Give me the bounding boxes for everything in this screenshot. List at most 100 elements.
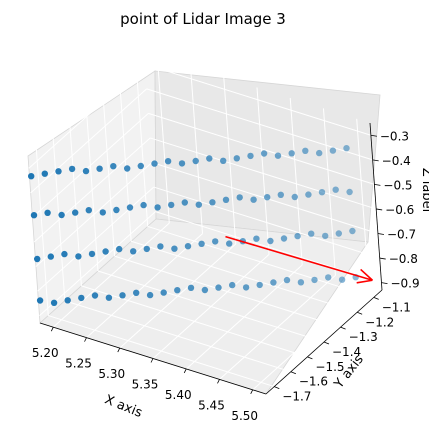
- data-point: [82, 167, 90, 175]
- x-axis-label: X axis: [102, 392, 144, 421]
- data-point: [349, 227, 356, 235]
- data-point: [250, 196, 257, 203]
- data-point: [154, 204, 161, 211]
- data-point: [137, 162, 144, 170]
- data-point: [34, 255, 41, 263]
- data-point: [311, 276, 318, 284]
- data-point: [140, 201, 147, 209]
- data-point: [308, 230, 315, 237]
- z-tick-label: −0.4: [382, 154, 411, 168]
- data-point: [209, 199, 216, 206]
- data-point: [332, 186, 339, 193]
- data-point: [201, 286, 209, 294]
- data-point: [157, 243, 164, 250]
- data-point: [91, 292, 99, 299]
- data-point: [47, 253, 54, 260]
- grid-line-x: [156, 56, 170, 224]
- grid-line-z: [30, 88, 147, 194]
- data-point: [283, 276, 291, 284]
- grid-line-y: [102, 89, 116, 257]
- z-tick-mark: [381, 282, 388, 285]
- data-point: [41, 170, 48, 177]
- grid-line-y: [48, 315, 275, 388]
- data-point: [267, 237, 274, 245]
- data-point: [316, 149, 323, 157]
- data-point: [233, 155, 240, 162]
- y-tick-mark: [290, 371, 297, 375]
- x-tick-label: 5.20: [32, 346, 59, 360]
- data-point: [174, 287, 181, 294]
- data-point: [270, 279, 277, 286]
- z-tick-label: −0.3: [380, 129, 409, 143]
- x-tick-mark: [150, 358, 154, 363]
- data-point: [124, 165, 131, 172]
- axes: [39, 122, 388, 395]
- vector-head: [360, 268, 374, 281]
- data-point: [206, 155, 213, 162]
- data-point: [88, 250, 96, 258]
- data-point: [68, 165, 76, 173]
- y-tick-mark: [274, 386, 280, 389]
- z-tick-label: −0.6: [385, 203, 414, 217]
- data-point: [187, 284, 195, 291]
- x-tick-label: 5.40: [165, 388, 192, 402]
- z-tick-mark: [377, 233, 385, 235]
- z-axis-line: [369, 122, 383, 291]
- y-tick-label: −1.3: [349, 330, 378, 344]
- data-point: [288, 150, 295, 157]
- y-tick-mark: [323, 341, 330, 345]
- data-point: [226, 240, 233, 247]
- z-tick-label: −0.9: [390, 277, 419, 291]
- grid-line-x: [356, 118, 370, 286]
- z-tick-label: −0.5: [383, 178, 412, 192]
- x-tick-label: 5.50: [231, 409, 258, 423]
- z-tick-label: −0.8: [389, 252, 418, 266]
- grid-line-z: [35, 162, 153, 267]
- data-point: [96, 165, 103, 172]
- vector-head: [356, 279, 373, 284]
- y-tick-label: −1.5: [315, 360, 344, 374]
- grid-line-x: [223, 77, 237, 245]
- data-point: [274, 152, 282, 159]
- x-tick-label: 5.25: [65, 357, 92, 371]
- z-tick-mark: [379, 257, 386, 260]
- data-point: [146, 291, 154, 299]
- data-point: [198, 240, 205, 247]
- y-tick-mark: [373, 297, 379, 300]
- y-tick-mark: [307, 356, 313, 360]
- data-point: [220, 157, 227, 164]
- data-point: [75, 253, 82, 260]
- data-point: [346, 188, 353, 196]
- data-point: [105, 294, 113, 301]
- grid-line-z: [148, 112, 375, 185]
- data-point: [247, 152, 254, 160]
- data-point: [322, 232, 329, 240]
- grid-line-z: [33, 137, 151, 243]
- data-point: [116, 245, 123, 253]
- data-point: [72, 209, 79, 216]
- y-tick-label: −1.7: [282, 390, 311, 404]
- data-point: [260, 150, 268, 157]
- x-tick-mark: [84, 337, 87, 342]
- z-tick-mark: [374, 184, 381, 186]
- data-point: [212, 238, 219, 245]
- x-axis-line: [39, 322, 267, 395]
- x-tick-mark: [50, 326, 54, 332]
- grid-line-y: [97, 270, 325, 343]
- data-point: [242, 284, 250, 291]
- data-point: [195, 201, 202, 208]
- grid-line-y: [118, 74, 132, 242]
- data-point: [164, 158, 172, 165]
- x-tick-mark: [217, 379, 220, 384]
- data-point: [36, 297, 44, 304]
- grid-line-y: [147, 225, 374, 298]
- x-tick-label: 5.30: [98, 367, 125, 381]
- data-point: [143, 245, 150, 253]
- grid-line-z: [32, 113, 149, 218]
- grid-lines: [28, 56, 382, 391]
- data-point: [325, 274, 332, 281]
- grid-line-z: [37, 186, 155, 292]
- data-point: [229, 281, 236, 289]
